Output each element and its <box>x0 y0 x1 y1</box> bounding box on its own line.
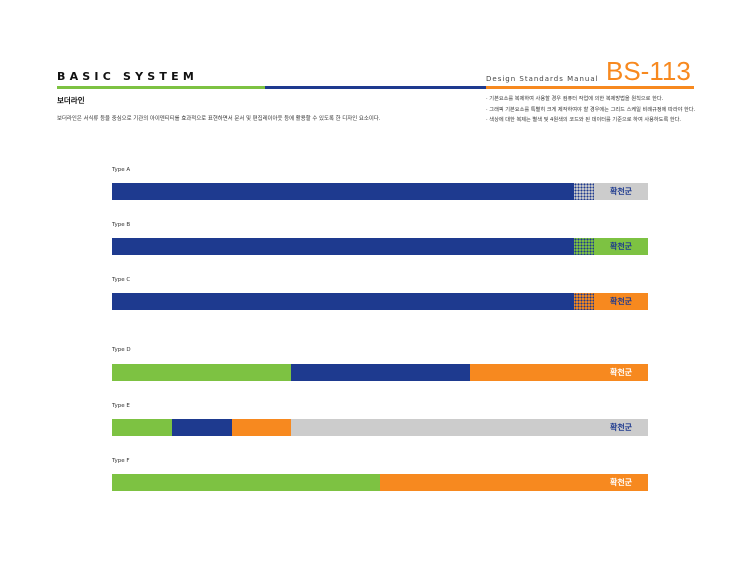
type-d-bar: 확천군 <box>112 364 648 381</box>
type-f-green <box>112 474 380 491</box>
type-a-gray <box>594 183 648 200</box>
type-a-brand-text: 확천군 <box>609 187 633 196</box>
type-e-green <box>112 419 172 436</box>
type-b-label: Type B <box>112 222 131 228</box>
type-c-dot-gradient <box>574 293 594 310</box>
type-b-bar: 확천군 <box>112 238 648 255</box>
type-c-navy <box>112 293 574 310</box>
type-e-label: Type E <box>112 403 130 409</box>
note-item: · 색상에 대한 복제는 별색 및 4원색의 코드와 된 데이터를 기준으로 하… <box>486 117 682 123</box>
type-e-gray <box>291 419 648 436</box>
type-b-brand-text: 확천군 <box>609 242 633 251</box>
brand-title: BASIC SYSTEM <box>57 70 198 83</box>
type-d-orange <box>470 364 648 381</box>
type-e-bar: 확천군 <box>112 419 648 436</box>
manual-label: Design Standards Manual <box>486 75 599 83</box>
type-b-navy <box>112 238 574 255</box>
type-e-brand-text: 확천군 <box>609 423 633 432</box>
type-b-green <box>594 238 648 255</box>
type-d-brand-text: 확천군 <box>609 368 633 377</box>
header-rule-green <box>57 86 265 89</box>
type-a-navy <box>112 183 574 200</box>
type-e-navy <box>172 419 232 436</box>
type-c-bar: 확천군 <box>112 293 648 310</box>
type-b-dot-gradient <box>574 238 594 255</box>
type-d-navy <box>291 364 470 381</box>
page-code: BS-113 <box>606 56 691 86</box>
type-f-bar: 확천군 <box>112 474 648 491</box>
type-e-orange <box>232 419 291 436</box>
type-f-orange <box>380 474 648 491</box>
type-f-label: Type F <box>112 458 130 464</box>
type-c-label: Type C <box>112 277 131 283</box>
type-d-label: Type D <box>112 347 131 353</box>
note-item: · 그래픽 기본요소를 특별히 크게 제작하여야 할 경우에는 그리드 스케일 … <box>486 106 696 113</box>
type-f-brand-text: 확천군 <box>609 478 633 487</box>
type-c-brand-text: 확천군 <box>609 297 633 306</box>
note-item: · 기본요소를 복제하여 사용할 경우 컴퓨터 작업에 의한 복제방법을 원칙으… <box>486 96 664 102</box>
type-a-label: Type A <box>112 167 131 173</box>
header-rule-navy <box>265 86 486 89</box>
header-rule-orange <box>486 86 694 89</box>
type-d-green <box>112 364 291 381</box>
type-a-bar: 확천군 <box>112 183 648 200</box>
type-a-dot-gradient <box>574 183 594 200</box>
type-c-orange <box>594 293 648 310</box>
notes-list: · 기본요소를 복제하여 사용할 경우 컴퓨터 작업에 의한 복제방법을 원칙으… <box>486 94 695 126</box>
section-title: 보더라인 <box>57 96 85 105</box>
section-description: 보더라인은 서식류 등을 중심으로 기관의 아이덴티티를 효과적으로 표현하면서… <box>57 116 381 122</box>
header-rule <box>57 86 694 89</box>
